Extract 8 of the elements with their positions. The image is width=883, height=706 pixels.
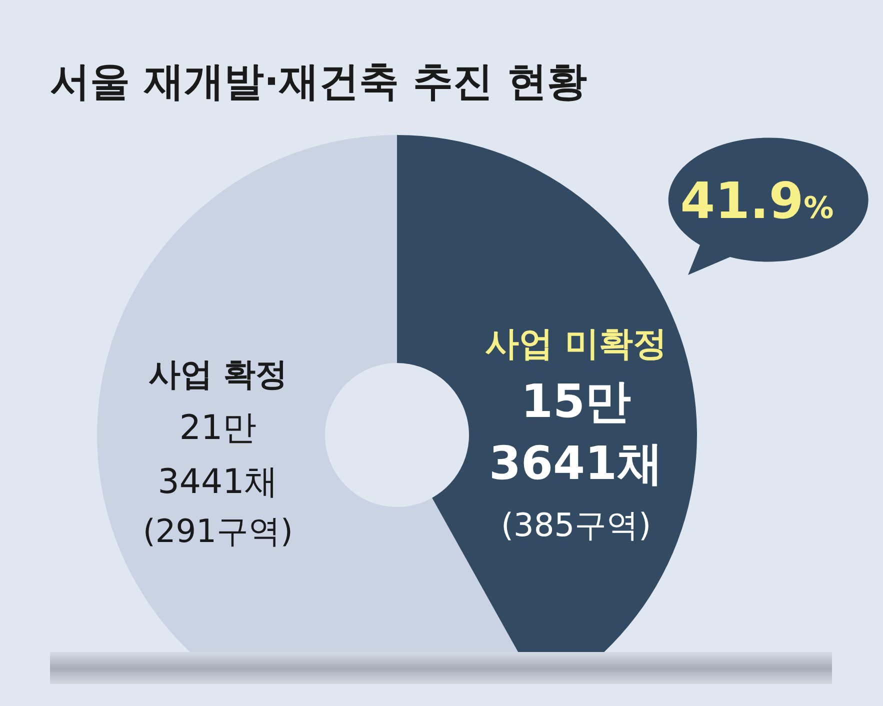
- text: (385구역): [501, 506, 652, 544]
- text: 21만 3441채: [158, 408, 278, 502]
- text: 15만 3641채: [489, 374, 664, 490]
- text: 41.9%: [680, 172, 834, 230]
- slice-label: 사업 미확정: [485, 324, 667, 364]
- text: (291구역): [142, 512, 293, 550]
- chart-title: 서울 재개발·재건축 추진 현황: [50, 59, 587, 105]
- slice-label: 사업 확정: [148, 355, 288, 393]
